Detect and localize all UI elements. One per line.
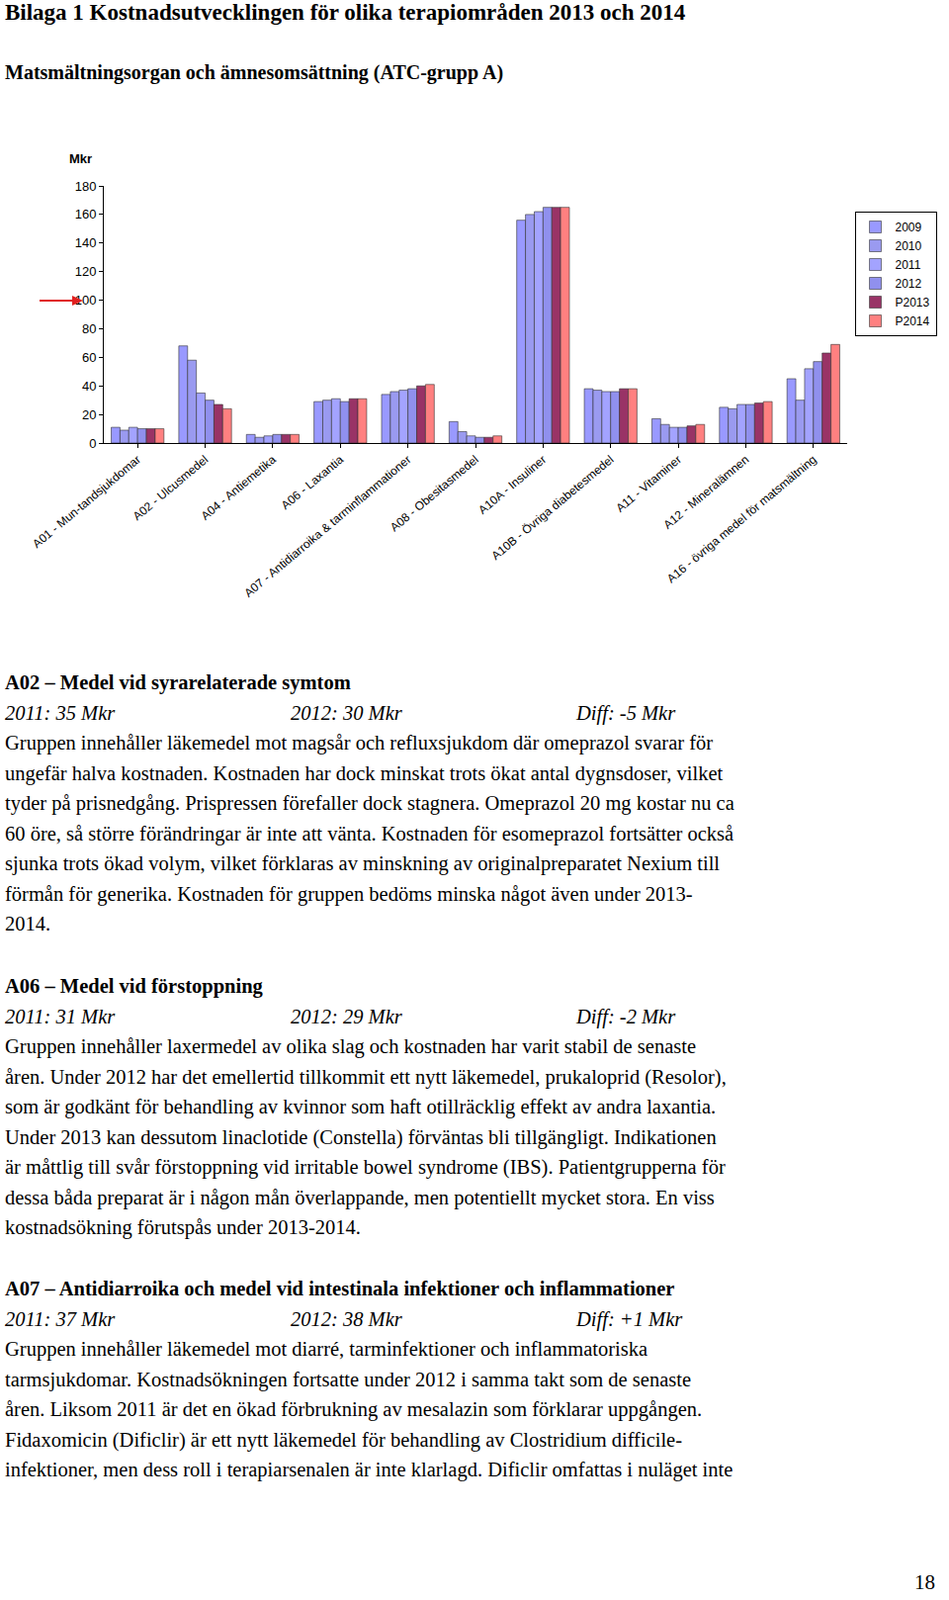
html-text:2012: 30 Mkr: 2012: 30 Mkr [290, 701, 403, 724]
html-text:2014.: 2014. [4, 912, 51, 935]
html-text:tarmsjukdomar. Kostnadsökninge: tarmsjukdomar. Kostnadsökningen fortsatt… [4, 1367, 691, 1390]
html-text:A07 – Antidiarroika och medel: A07 – Antidiarroika och medel vid intest… [4, 1277, 675, 1299]
html-text:Diff: -5 Mkr: Diff: -5 Mkr [576, 701, 676, 724]
html-text:A06 – Medel vid förstoppning: A06 – Medel vid förstoppning [4, 974, 263, 997]
svg-text:A16 - övriga medel för matsmäl: A16 - övriga medel för matsmältning [664, 452, 820, 587]
html-text:Diff: -2 Mkr: Diff: -2 Mkr [576, 1004, 676, 1027]
html-text:60 öre, så större förändringar: 60 öre, så större förändringar är inte a… [4, 821, 734, 844]
svg-text:180: 180 [75, 178, 97, 194]
html-text:Diff: +1 Mkr: Diff: +1 Mkr [576, 1307, 683, 1330]
html-text:A02 – Medel vid syrarelaterade: A02 – Medel vid syrarelaterade symtom [4, 671, 351, 693]
svg-text:2012: 2012 [895, 276, 923, 291]
html-text:sjunka trots ökad volym, vilke: sjunka trots ökad volym, vilket förklara… [4, 852, 720, 874]
html-text:kostnadsökning förutspås under: kostnadsökning förutspås under 2013-2014… [4, 1215, 361, 1238]
svg-text:60: 60 [82, 349, 96, 365]
svg-text:140: 140 [75, 235, 97, 251]
svg-text:120: 120 [75, 263, 97, 279]
html-text:2012: 29 Mkr: 2012: 29 Mkr [290, 1004, 403, 1027]
html-text:Matsmältningsorgan och ämnesom: Matsmältningsorgan och ämnesomsättning (… [4, 61, 504, 84]
html-text:2011: 35 Mkr: 2011: 35 Mkr [4, 701, 115, 724]
html-text:Gruppen innehåller läkemedel m: Gruppen innehåller läkemedel mot diarré,… [4, 1337, 648, 1360]
html-text:dessa båda preparat är i någon: dessa båda preparat är i någon mån överl… [4, 1185, 715, 1208]
svg-text:A04 - Antiemetika: A04 - Antiemetika [198, 451, 279, 522]
html-text:förmån för generika. Kostnaden: förmån för generika. Kostnaden för grupp… [4, 882, 693, 905]
svg-text:100: 100 [74, 292, 97, 308]
svg-text:2010: 2010 [895, 239, 923, 254]
svg-text:P2013: P2013 [895, 295, 931, 310]
svg-text:A01 - Mun-tandsjukdomar: A01 - Mun-tandsjukdomar [29, 452, 144, 551]
html-text:18: 18 [914, 1569, 936, 1594]
html-text:2011: 37 Mkr: 2011: 37 Mkr [4, 1307, 115, 1330]
html-text:Bilaga 1 Kostnadsutvecklingen: Bilaga 1 Kostnadsutvecklingen för olika … [4, 0, 686, 25]
svg-text:A10B - Övriga diabetesmedel: A10B - Övriga diabetesmedel [488, 452, 616, 563]
html-text:Fidaxomicin (Dificlir) är ett: Fidaxomicin (Dificlir) är ett nytt läkem… [4, 1427, 683, 1450]
html-text:infektioner, men dess roll i t: infektioner, men dess roll i terapiarsen… [4, 1458, 733, 1480]
svg-text:P2014: P2014 [895, 314, 931, 329]
svg-text:20: 20 [82, 407, 96, 423]
svg-text:A10A - Insuliner: A10A - Insuliner [475, 452, 549, 518]
svg-text:A02 - Ulcusmedel: A02 - Ulcusmedel [130, 452, 212, 524]
html-text:är måttlig till svår förstoppn: är måttlig till svår förstoppning vid ir… [4, 1155, 726, 1178]
html-text:Gruppen innehåller laxermedel: Gruppen innehåller laxermedel av olika s… [4, 1035, 696, 1057]
html-text:tyder på prisnedgång. Prispres: tyder på prisnedgång. Prispressen förefa… [4, 791, 735, 814]
svg-text:160: 160 [75, 206, 97, 222]
svg-text:Mkr: Mkr [69, 151, 92, 167]
svg-text:A06 - Laxantia: A06 - Laxantia [278, 451, 347, 513]
svg-text:A12 - Mineralämnen: A12 - Mineralämnen [660, 452, 752, 532]
html-text:2011: 31 Mkr: 2011: 31 Mkr [4, 1004, 115, 1027]
html-text:ungefär halva kostnaden. Kostn: ungefär halva kostnaden. Kostnaden har d… [4, 761, 723, 784]
svg-text:A07 - Antidiarroika & tarminfl: A07 - Antidiarroika & tarminflammationer [241, 452, 414, 601]
svg-text:40: 40 [82, 378, 96, 394]
html-text:2012: 38 Mkr: 2012: 38 Mkr [290, 1307, 403, 1330]
html-text:som är godkänt för behandling: som är godkänt för behandling av kvinnor… [4, 1095, 716, 1118]
html-text:åren. Under 2012 har det emell: åren. Under 2012 har det emellertid till… [4, 1065, 727, 1087]
svg-text:2009: 2009 [895, 220, 923, 235]
svg-text:A11 - Vitaminer: A11 - Vitaminer [612, 452, 685, 516]
svg-text:2011: 2011 [895, 258, 922, 272]
html-text:Gruppen innehåller läkemedel m: Gruppen innehåller läkemedel mot magsår … [4, 731, 713, 754]
svg-text:80: 80 [82, 321, 96, 337]
html-text:Under 2013 kan dessutom linacl: Under 2013 kan dessutom linaclotide (Con… [4, 1125, 717, 1148]
svg-text:0: 0 [88, 435, 96, 451]
html-text:åren. Liksom 2011 är det en ök: åren. Liksom 2011 är det en ökad förbruk… [4, 1397, 702, 1420]
svg-text:A08 - Obesitasmedel: A08 - Obesitasmedel [387, 452, 482, 535]
